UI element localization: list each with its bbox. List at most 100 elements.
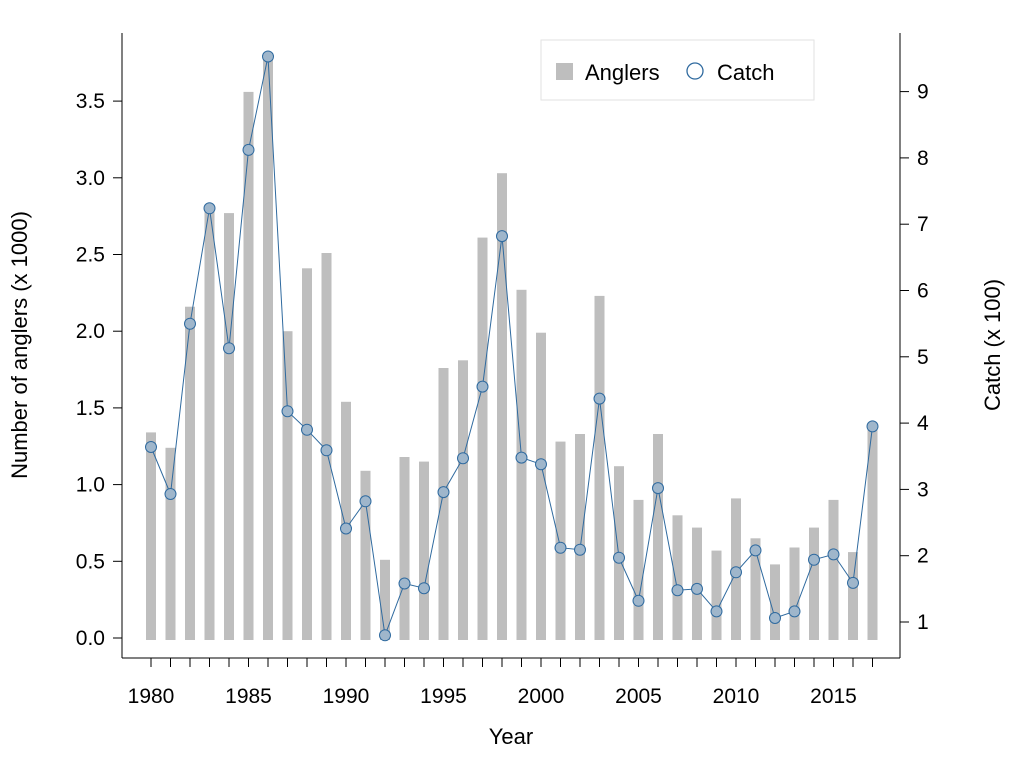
catch-point-1984: [223, 342, 235, 355]
catch-point-2009: [710, 605, 723, 618]
y-right-tick-label-5: 5: [917, 346, 929, 369]
y-left-tick-label-1.0: 1.0: [76, 474, 105, 497]
y-right-tick-label-6: 6: [917, 280, 929, 303]
anglers-bar-1999: [516, 289, 527, 640]
catch-point-2011: [749, 544, 762, 557]
y-right-tick-label-3: 3: [917, 478, 929, 501]
catch-point-1996: [457, 452, 469, 465]
catch-point-1999: [515, 451, 528, 464]
anglers-bar-1980: [146, 432, 156, 640]
catch-point-1988: [301, 423, 313, 436]
catch-point-1983: [203, 202, 216, 215]
catch-point-1981: [164, 488, 177, 500]
catch-point-2007: [671, 584, 684, 597]
catch-point-1992: [379, 629, 391, 642]
y-left-tick-label-3.0: 3.0: [76, 167, 105, 190]
y-right-axis-title: Catch (x 100): [980, 279, 1005, 411]
anglers-bar-1983: [204, 206, 215, 640]
catch-point-1995: [437, 486, 450, 499]
x-tick-label-1995: 1995: [420, 685, 467, 708]
x-tick-label-1985: 1985: [225, 685, 272, 708]
axes-layer: 0.0 0.5 1.0 1.5 2.0 2.5 3.0 3.5 1 2 3 4 5 6 7 8 9 1980 198…: [76, 33, 929, 708]
anglers-bar-1984: [224, 213, 234, 640]
anglers-bar-1982: [185, 306, 195, 640]
catch-point-2000: [535, 458, 547, 471]
anglers-bar-2015: [828, 499, 839, 640]
anglers-bar-2002: [575, 434, 585, 640]
catch-point-1991: [359, 495, 372, 508]
y-left-tick-label-2.0: 2.0: [76, 320, 105, 343]
anglers-bar-2017: [867, 424, 878, 640]
anglers-bar-2013: [789, 547, 800, 640]
catch-point-2004: [613, 551, 625, 564]
x-tick-label-1990: 1990: [323, 685, 370, 708]
catch-point-2016: [847, 576, 859, 589]
y-right-tick-label-4: 4: [917, 412, 929, 435]
catch-point-2017: [866, 420, 879, 433]
anglers-bar-1994: [419, 461, 429, 640]
catch-point-1985: [242, 143, 255, 156]
anglers-bar-1986: [263, 58, 273, 641]
anglers-bar-2014: [809, 527, 819, 640]
catch-point-2006: [652, 482, 664, 495]
y-right-tick-label-2: 2: [917, 545, 929, 568]
legend-anglers-swatch: [556, 63, 573, 80]
catch-point-2014: [808, 553, 820, 566]
y-right-tick-label-7: 7: [917, 213, 929, 236]
y-left-axis-title: Number of anglers (x 1000): [7, 211, 32, 479]
x-tick-label-2000: 2000: [518, 685, 565, 708]
catch-point-2001: [554, 541, 567, 554]
legend-catch-label: Catch: [717, 60, 774, 85]
anglers-bar-2012: [770, 564, 780, 640]
anglers-bar-2009: [711, 550, 722, 640]
anglers-bar-1992: [380, 559, 390, 640]
anglers-bar-1988: [302, 268, 312, 640]
anglers-bar-1991: [360, 470, 371, 640]
anglers-bar-1985: [243, 91, 254, 640]
legend: Anglers Catch: [540, 39, 815, 101]
anglers-bar-2006: [653, 434, 663, 640]
catch-point-1989: [320, 444, 333, 457]
legend-box: [540, 39, 815, 101]
catch-point-2012: [769, 612, 781, 624]
catch-point-2010: [730, 566, 742, 579]
catch-point-1993: [398, 577, 411, 590]
x-tick-label-2005: 2005: [615, 685, 662, 708]
anglers-bar-2005: [633, 499, 644, 640]
y-right-tick-label-1: 1: [917, 611, 929, 634]
legend-catch-marker: [686, 62, 704, 80]
anglers-bar-2011: [750, 538, 761, 640]
anglers-bar-1990: [341, 401, 351, 640]
catch-point-1982: [184, 317, 196, 330]
anglers-bar-2016: [848, 552, 858, 640]
anglers-bar-1993: [399, 457, 410, 640]
anglers-bar-1998: [497, 173, 507, 640]
x-tick-label-2010: 2010: [713, 685, 760, 708]
y-left-tick-label-1.5: 1.5: [76, 397, 105, 420]
y-right-tick-label-8: 8: [917, 147, 929, 170]
anglers-bar-1996: [458, 360, 468, 640]
catch-point-1994: [418, 582, 430, 595]
catch-point-1980: [145, 441, 157, 453]
catch-point-2003: [593, 392, 606, 405]
anglers-bar-1987: [282, 331, 293, 640]
y-right-tick-label-9: 9: [917, 81, 929, 104]
y-left-tick-label-2.5: 2.5: [76, 244, 105, 267]
x-tick-label-2015: 2015: [810, 685, 857, 708]
catch-point-1997: [476, 380, 489, 393]
catch-point-2013: [788, 605, 801, 618]
x-tick-label-1980: 1980: [128, 685, 175, 708]
catch-series-line: [150, 56, 873, 636]
catch-point-2002: [574, 543, 586, 556]
anglers-bar-2001: [555, 441, 566, 640]
catch-point-2005: [632, 594, 645, 607]
y-left-tick-label-0.5: 0.5: [76, 550, 105, 573]
anglers-bar-1995: [438, 368, 449, 640]
y-left-tick-label-0.0: 0.0: [76, 627, 105, 650]
catch-point-1990: [340, 522, 352, 535]
y-left-tick-label-3.5: 3.5: [76, 90, 105, 113]
anglers-bar-1981: [165, 447, 176, 640]
x-axis-title: Year: [489, 724, 533, 749]
